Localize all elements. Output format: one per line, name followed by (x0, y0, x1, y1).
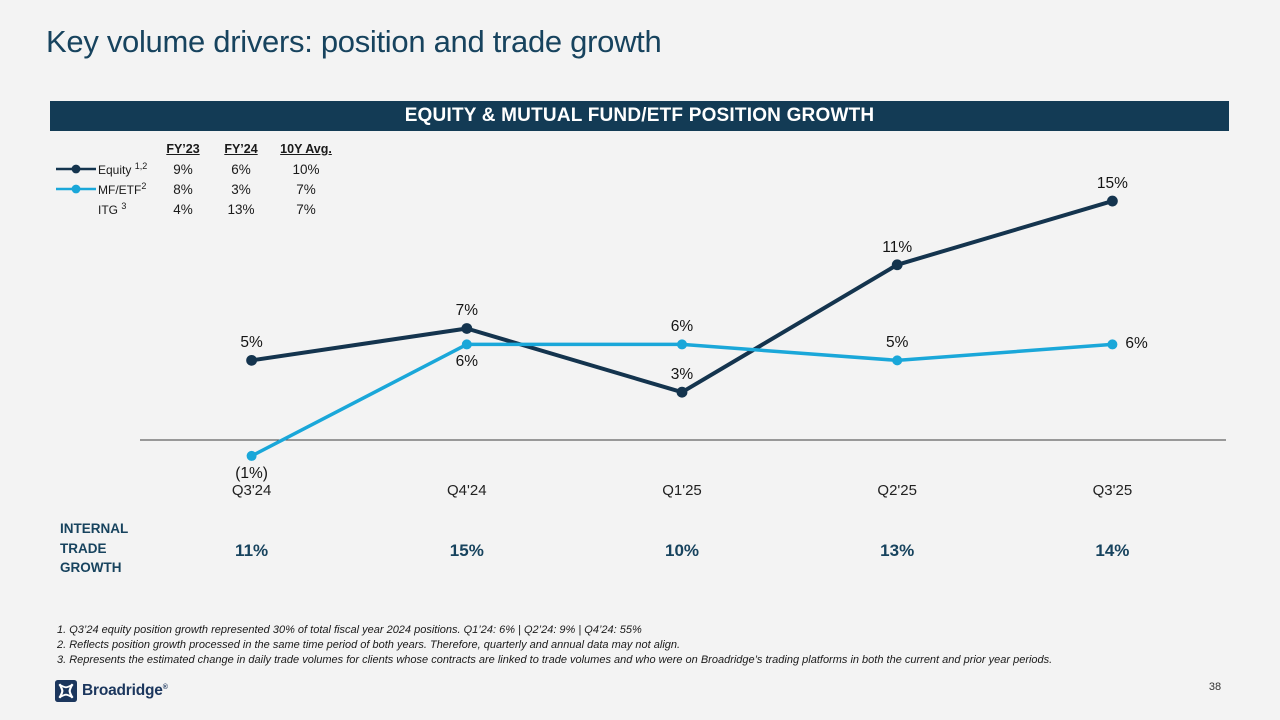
legend-cell: 13% (227, 201, 255, 217)
data-point-marker (677, 339, 687, 350)
data-point-label: 6% (1125, 335, 1148, 353)
legend-cell: 6% (231, 161, 251, 177)
chart-banner-title: EQUITY & MUTUAL FUND/ETF POSITION GROWTH (50, 101, 1229, 131)
x-axis-label: Q4'24 (447, 482, 487, 499)
data-point-label: 5% (885, 334, 909, 352)
legend-cell: 3% (231, 181, 251, 197)
itg-value: 11% (235, 541, 269, 560)
itg-value: 13% (880, 541, 915, 560)
legend-cell: 8% (173, 181, 193, 197)
legend-row-mfetf: MF/ETF2 (54, 181, 154, 197)
x-axis-label: Q3'25 (1092, 482, 1133, 499)
legend-cell: 7% (296, 201, 316, 217)
itg-value: 14% (1095, 541, 1130, 560)
data-point-marker (1107, 339, 1118, 350)
data-point-marker (461, 339, 472, 350)
legend-cell: 10% (292, 161, 320, 177)
data-point-label: 15% (1096, 175, 1128, 193)
broadridge-logo-text: Broadridge® (82, 682, 168, 699)
x-axis-label: Q3'24 (231, 482, 272, 499)
equity-series-marker-icon (56, 164, 96, 174)
itg-value: 15% (449, 541, 484, 560)
mf-etf-series-line (249, 342, 1115, 458)
legend-col-header: 10Y Avg. (280, 142, 332, 156)
legend-row-itg: ITG 3 (54, 201, 154, 217)
data-point-marker (246, 450, 257, 461)
broadridge-logo: Broadridge® (55, 680, 168, 702)
footnote-2: 2. Reflects position growth processed in… (57, 638, 681, 651)
equity-series-line (249, 199, 1115, 395)
legend-cell: 4% (173, 201, 193, 217)
itg-value: 10% (664, 541, 700, 560)
legend-row-label: Equity 1,2 (98, 161, 148, 177)
data-point-marker (461, 323, 473, 334)
legend-row-label: ITG 3 (98, 201, 127, 217)
page-number: 38 (1208, 681, 1222, 693)
legend-col-header: FY’23 (166, 142, 200, 156)
legend-col-header: FY’24 (224, 142, 258, 156)
data-point-marker (892, 355, 903, 366)
data-point-label: 6% (455, 353, 478, 371)
data-point-marker (246, 354, 257, 366)
data-point-label: 3% (670, 366, 694, 384)
x-axis-label: Q2'25 (877, 482, 917, 499)
data-point-label: (1%) (235, 464, 268, 482)
data-point-label: 11% (882, 238, 913, 256)
data-point-marker (891, 259, 903, 271)
data-point-label: 7% (455, 302, 478, 320)
footnote-3: 3. Represents the estimated change in da… (57, 653, 1053, 666)
legend-row-label: MF/ETF2 (98, 181, 147, 197)
data-point-marker (676, 386, 688, 398)
data-point-label: 6% (670, 318, 694, 336)
page-title: Key volume drivers: position and trade g… (46, 24, 662, 59)
legend-cell: 7% (296, 181, 316, 197)
data-point-label: 5% (240, 334, 263, 352)
legend-table: FY’23 FY’24 10Y Avg. Equity 1,2 9% 6% 10… (54, 139, 342, 219)
internal-trade-growth-label: INTERNAL TRADE GROWTH (60, 521, 129, 575)
broadridge-logo-icon (55, 680, 77, 702)
legend-cell: 9% (173, 161, 193, 177)
footnote-1: 1. Q3’24 equity position growth represen… (57, 624, 642, 636)
footnotes: 1. Q3’24 equity position growth represen… (57, 623, 1052, 667)
data-point-marker (1107, 195, 1118, 207)
legend-row-equity: Equity 1,2 (54, 161, 154, 177)
x-axis-label: Q1'25 (662, 482, 702, 499)
mfetf-series-marker-icon (56, 184, 96, 194)
